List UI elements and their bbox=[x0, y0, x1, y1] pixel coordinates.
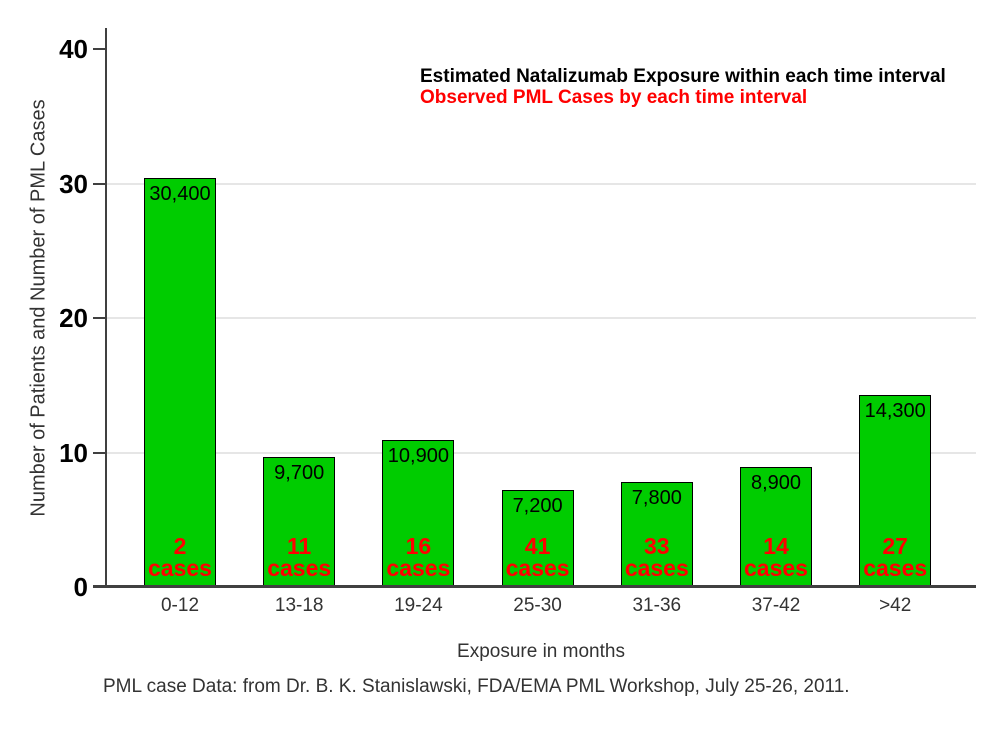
case-word: cases bbox=[863, 555, 928, 581]
bar-25-30 bbox=[501, 490, 574, 587]
bar-cases-label: 41 cases bbox=[478, 533, 598, 581]
y-tick-label-0: 0 bbox=[73, 572, 88, 602]
y-tick-10 bbox=[93, 451, 106, 454]
bar-19-24 bbox=[382, 440, 455, 587]
y-tick-label-20: 20 bbox=[59, 303, 88, 333]
case-word: cases bbox=[744, 555, 808, 581]
bar->42 bbox=[859, 394, 932, 587]
case-count: 33 bbox=[644, 533, 670, 559]
bar-value-label: 14,300 bbox=[864, 399, 926, 422]
case-count: 16 bbox=[405, 533, 432, 559]
bar-31-36 bbox=[620, 482, 693, 587]
bar-value-label: 7,800 bbox=[631, 487, 682, 510]
x-axis-line bbox=[93, 585, 976, 588]
bar-cases-label: 27 cases bbox=[835, 533, 955, 581]
bar-37-42 bbox=[740, 467, 812, 587]
case-word: cases bbox=[148, 555, 212, 581]
bar-value-label: 30,400 bbox=[149, 183, 211, 206]
bar-cases-label: 16 cases bbox=[358, 533, 478, 581]
bar-value-label: 7,200 bbox=[512, 495, 563, 518]
y-tick-label-40: 40 bbox=[59, 34, 88, 64]
x-tick-label-25-30: 25-30 bbox=[513, 595, 562, 616]
y-tick-30 bbox=[93, 182, 106, 185]
bar-cases-label: 2 cases bbox=[120, 533, 240, 581]
case-word: cases bbox=[505, 555, 570, 581]
case-count: 41 bbox=[524, 533, 551, 559]
bar-value-label: 9,700 bbox=[274, 461, 325, 484]
case-word: cases bbox=[624, 555, 689, 581]
x-tick-label->42: >42 bbox=[879, 595, 912, 616]
bar-value-label: 8,900 bbox=[750, 472, 802, 495]
x-tick-label-19-24: 19-24 bbox=[394, 595, 443, 616]
bar-13-18 bbox=[263, 456, 336, 587]
case-count: 2 bbox=[173, 533, 187, 559]
bar-value-label: 10,900 bbox=[387, 445, 449, 468]
x-tick-label-0-12: 0-12 bbox=[160, 595, 200, 616]
y-tick-label-30: 30 bbox=[59, 168, 88, 199]
gridline-20 bbox=[106, 317, 976, 319]
y-tick-0 bbox=[93, 586, 106, 588]
case-count: 27 bbox=[882, 533, 908, 559]
source-note: PML case Data: from Dr. B. K. Stanislaws… bbox=[103, 676, 850, 697]
gridline-10 bbox=[106, 451, 976, 454]
case-count: 11 bbox=[287, 533, 312, 559]
bar-cases-label: 33 cases bbox=[597, 533, 717, 581]
bar-0-12 bbox=[144, 178, 216, 587]
gridline-30 bbox=[106, 182, 976, 185]
case-word: cases bbox=[386, 555, 451, 581]
x-tick-label-31-36: 31-36 bbox=[632, 595, 682, 616]
legend-exposure-label: Estimated Natalizumab Exposure within ea… bbox=[420, 66, 946, 87]
y-tick-label-10: 10 bbox=[59, 437, 88, 468]
chart-legend: Estimated Natalizumab Exposure within ea… bbox=[420, 66, 946, 108]
bar-cases-label: 11 cases bbox=[239, 533, 359, 581]
x-tick-label-37-42: 37-42 bbox=[751, 595, 801, 616]
y-tick-40 bbox=[93, 48, 106, 50]
y-axis-line bbox=[105, 28, 107, 588]
case-count: 14 bbox=[763, 533, 789, 559]
x-axis-title: Exposure in months bbox=[457, 641, 625, 662]
y-tick-20 bbox=[93, 317, 106, 319]
x-tick-label-13-18: 13-18 bbox=[274, 595, 324, 616]
bar-cases-label: 14 cases bbox=[716, 533, 836, 581]
case-word: cases bbox=[267, 555, 332, 581]
legend-cases-label: Observed PML Cases by each time interval bbox=[420, 87, 808, 108]
